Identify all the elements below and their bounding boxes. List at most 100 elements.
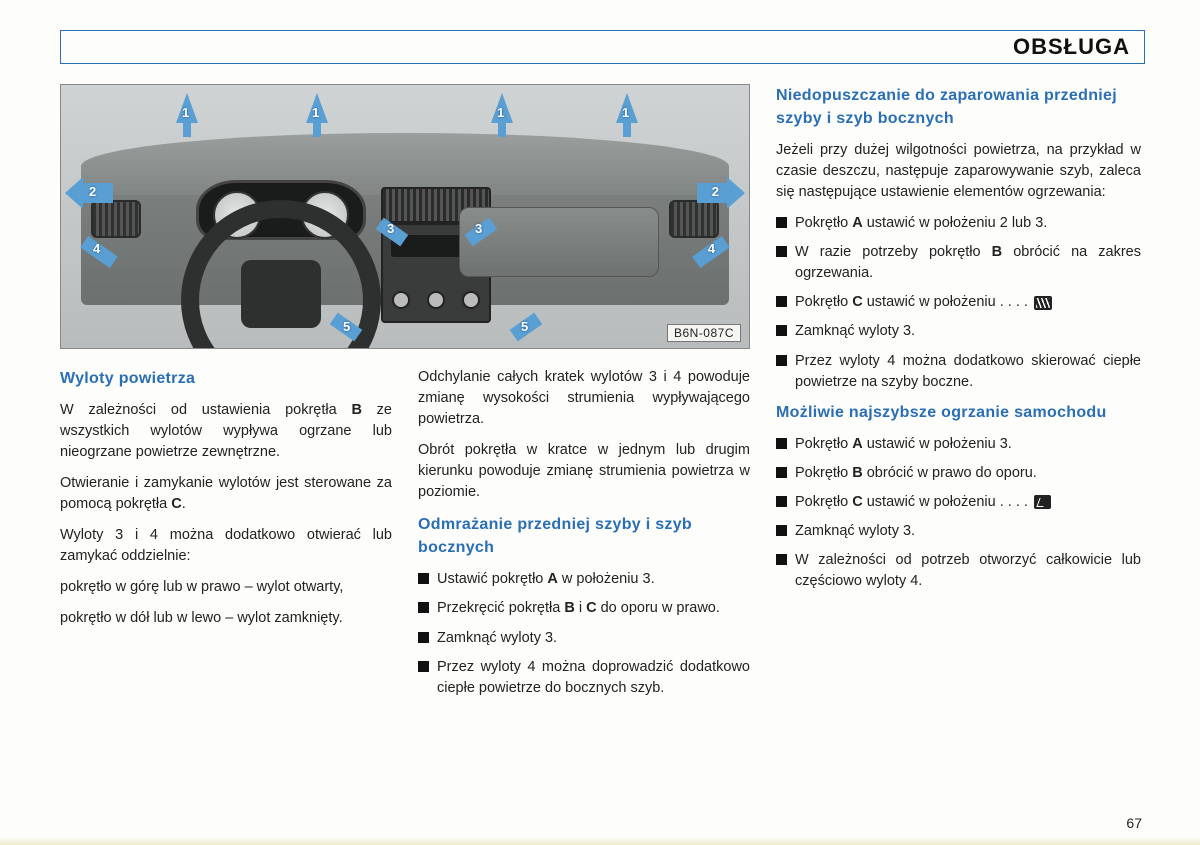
t: Pokrętło bbox=[795, 436, 852, 452]
defrost-icon bbox=[1034, 296, 1052, 310]
two-columns: Wyloty powietrza W zależności od ustawie… bbox=[60, 367, 750, 707]
text: Zamknąć wyloty 3. bbox=[795, 321, 915, 342]
square-icon bbox=[776, 246, 787, 257]
text: Pokrętło C ustawić w położeniu . . . . bbox=[795, 492, 1051, 513]
bullet: Przez wyloty 4 można dodatkowo skierować… bbox=[776, 351, 1141, 393]
bullet: Zamknąć wyloty 3. bbox=[776, 321, 1141, 342]
square-icon bbox=[776, 496, 787, 507]
bold: C bbox=[852, 494, 862, 510]
t: Pokrętło bbox=[795, 494, 852, 510]
t: Ustawić pokrętło bbox=[437, 571, 547, 587]
page-number: 67 bbox=[1126, 815, 1142, 831]
hvac-knobs bbox=[383, 291, 489, 309]
wheel-hub bbox=[241, 260, 321, 328]
square-icon bbox=[776, 217, 787, 228]
square-icon bbox=[418, 661, 429, 672]
bold: C bbox=[586, 600, 596, 616]
para: pokrętło w górę lub w prawo – wylot otwa… bbox=[60, 577, 392, 598]
bullet: Pokrętło B obrócić w prawo do oporu. bbox=[776, 463, 1141, 484]
text: Pokrętło C ustawić w położeniu . . . . bbox=[795, 292, 1052, 313]
text: Pokrętło B obrócić w prawo do oporu. bbox=[795, 463, 1037, 484]
content: 1 1 1 1 2 2 3 3 4 4 5 5 bbox=[60, 84, 1145, 707]
t: Pokrętło bbox=[795, 215, 852, 231]
bullet: W razie potrzeby pokrętło B obrócić na z… bbox=[776, 242, 1141, 284]
para: Obrót pokrętła w kratce w jednym lub dru… bbox=[418, 440, 750, 503]
bullet: Ustawić pokrętło A w położeniu 3. bbox=[418, 569, 750, 590]
scan-shadow bbox=[0, 837, 1200, 845]
column-left: Wyloty powietrza W zależności od ustawie… bbox=[60, 367, 392, 707]
t: Przekręcić pokrętła bbox=[437, 600, 564, 616]
arrow-label-5: 5 bbox=[521, 319, 528, 334]
bullet: W zależności od potrzeb otworzyć całkowi… bbox=[776, 550, 1141, 592]
text: W zależności od potrzeb otworzyć całkowi… bbox=[795, 550, 1141, 592]
left-block: 1 1 1 1 2 2 3 3 4 4 5 5 bbox=[60, 84, 750, 707]
text: Ustawić pokrętło A w położeniu 3. bbox=[437, 569, 655, 590]
square-icon bbox=[776, 355, 787, 366]
arrow-label-4: 4 bbox=[93, 241, 100, 256]
t: ustawić w położeniu . . . . bbox=[863, 294, 1028, 310]
bullet: Zamknąć wyloty 3. bbox=[776, 521, 1141, 542]
bold: C bbox=[852, 294, 862, 310]
t: w położeniu 3. bbox=[558, 571, 655, 587]
t: i bbox=[575, 600, 586, 616]
bold: A bbox=[852, 215, 862, 231]
column-right: Niedopuszczanie do zaparowania przedniej… bbox=[776, 84, 1141, 707]
arrow-label-2: 2 bbox=[89, 184, 96, 199]
text: Otwieranie i zamykanie wylotów jest ster… bbox=[60, 475, 392, 512]
knob bbox=[427, 291, 445, 309]
knob bbox=[392, 291, 410, 309]
bold: C bbox=[171, 496, 181, 512]
text: W zależności od ustawienia pokrętła bbox=[60, 402, 351, 418]
arrow-label-1: 1 bbox=[622, 105, 629, 120]
text: . bbox=[182, 496, 186, 512]
header-bar: OBSŁUGA bbox=[60, 30, 1145, 64]
text: Pokrętło A ustawić w położeniu 3. bbox=[795, 434, 1012, 455]
t: ustawić w położeniu . . . . bbox=[863, 494, 1028, 510]
square-icon bbox=[776, 554, 787, 565]
arrow-label-3: 3 bbox=[475, 221, 482, 236]
square-icon bbox=[776, 467, 787, 478]
square-icon bbox=[776, 325, 787, 336]
heading-fog: Niedopuszczanie do zaparowania przedniej… bbox=[776, 84, 1141, 130]
square-icon bbox=[776, 296, 787, 307]
square-icon bbox=[776, 525, 787, 536]
t: Pokrętło bbox=[795, 465, 852, 481]
text: Zamknąć wyloty 3. bbox=[795, 521, 915, 542]
diagram-code: B6N-087C bbox=[667, 324, 741, 342]
arrow-label-3: 3 bbox=[387, 221, 394, 236]
arrow-label-1: 1 bbox=[312, 105, 319, 120]
square-icon bbox=[418, 602, 429, 613]
t: obrócić w prawo do oporu. bbox=[863, 465, 1037, 481]
text: Zamknąć wyloty 3. bbox=[437, 628, 557, 649]
bold: B bbox=[351, 402, 361, 418]
para: pokrętło w dół lub w lewo – wylot zamkni… bbox=[60, 608, 392, 629]
para: Wyloty 3 i 4 można dodatkowo otwierać lu… bbox=[60, 525, 392, 567]
t: Pokrętło bbox=[795, 294, 852, 310]
arrow-label-4: 4 bbox=[708, 241, 715, 256]
t: ustawić w położeniu 3. bbox=[863, 436, 1012, 452]
para: Jeżeli przy dużej wilgotności powietrza,… bbox=[776, 140, 1141, 203]
dashboard-diagram: 1 1 1 1 2 2 3 3 4 4 5 5 bbox=[60, 84, 750, 349]
bullet: Pokrętło C ustawić w położeniu . . . . bbox=[776, 292, 1141, 313]
heading-heat: Możliwie najszybsze ogrzanie samochodu bbox=[776, 401, 1141, 424]
heading-defrost: Odmrażanie przedniej szyby i szyb boczny… bbox=[418, 513, 750, 559]
bold: A bbox=[852, 436, 862, 452]
t: do oporu w prawo. bbox=[597, 600, 720, 616]
bullet: Pokrętło A ustawić w położeniu 3. bbox=[776, 434, 1141, 455]
bullet: Pokrętło C ustawić w położeniu . . . . bbox=[776, 492, 1141, 513]
text: W razie potrzeby pokrętło B obrócić na z… bbox=[795, 242, 1141, 284]
bold: A bbox=[547, 571, 557, 587]
text: Przez wyloty 4 można dodatkowo skierować… bbox=[795, 351, 1141, 393]
column-mid: Odchylanie całych kratek wylotów 3 i 4 p… bbox=[418, 367, 750, 707]
text: Pokrętło A ustawić w położeniu 2 lub 3. bbox=[795, 213, 1047, 234]
square-icon bbox=[418, 573, 429, 584]
square-icon bbox=[776, 438, 787, 449]
para: W zależności od ustawienia pokrętła B ze… bbox=[60, 400, 392, 463]
arrow-label-2: 2 bbox=[712, 184, 719, 199]
t: ustawić w położeniu 2 lub 3. bbox=[863, 215, 1048, 231]
bullet: Przekręcić pokrętła B i C do oporu w pra… bbox=[418, 598, 750, 619]
bullet: Pokrętło A ustawić w położeniu 2 lub 3. bbox=[776, 213, 1141, 234]
vent-right bbox=[669, 200, 719, 238]
arrow-label-5: 5 bbox=[343, 319, 350, 334]
bold: B bbox=[564, 600, 574, 616]
